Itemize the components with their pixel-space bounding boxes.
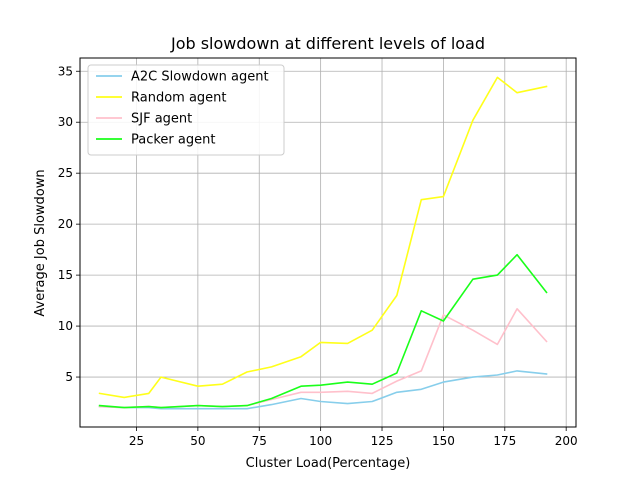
x-tick-label: 75 bbox=[252, 434, 267, 448]
y-tick-label: 15 bbox=[58, 268, 73, 282]
y-tick-label: 20 bbox=[58, 217, 73, 231]
series-line-2 bbox=[98, 76, 548, 399]
y-tick-label: 35 bbox=[58, 64, 73, 78]
series-line-4 bbox=[98, 253, 548, 409]
x-axis-label: Cluster Load(Percentage) bbox=[246, 456, 411, 471]
legend-label: SJF agent bbox=[131, 112, 192, 127]
plot-frame bbox=[79, 57, 577, 428]
chart-title: Job slowdown at different levels of load bbox=[170, 34, 485, 53]
y-axis-label: Average Job Slowdown bbox=[33, 169, 48, 316]
legend-box bbox=[87, 64, 285, 156]
legend-label: Packer agent bbox=[131, 133, 215, 148]
x-tick-label: 150 bbox=[432, 434, 455, 448]
x-tick-label: 100 bbox=[309, 434, 332, 448]
x-tick-label: 200 bbox=[555, 434, 578, 448]
legend-label: A2C Slowdown agent bbox=[131, 70, 269, 85]
x-tick-label: 50 bbox=[190, 434, 205, 448]
y-tick-label: 5 bbox=[65, 370, 73, 384]
series-line-1 bbox=[98, 370, 548, 410]
legend-label: Random agent bbox=[131, 91, 227, 106]
series-lines bbox=[98, 76, 548, 410]
legend: A2C Slowdown agent Random agent SJF agent P… bbox=[87, 64, 285, 156]
x-tick-label: 175 bbox=[493, 434, 516, 448]
x-tick-label: 125 bbox=[371, 434, 394, 448]
y-tick-label: 30 bbox=[58, 115, 73, 129]
x-tick-label: 25 bbox=[129, 434, 144, 448]
y-tick-label: 25 bbox=[58, 166, 73, 180]
axis-ticks: 25 50 75 100 125 150 175 200 5 10 15 20 25 30 35 bbox=[58, 64, 578, 448]
y-tick-label: 10 bbox=[58, 319, 73, 333]
